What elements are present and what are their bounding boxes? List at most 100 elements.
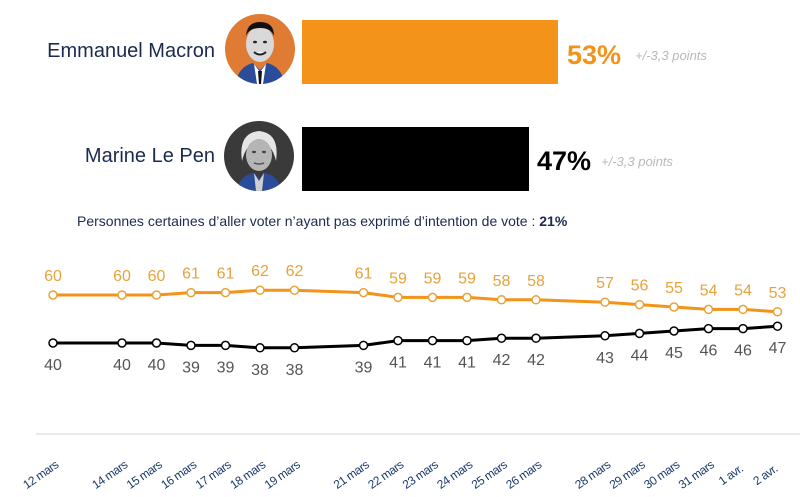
x-tick-label: 1 avr. xyxy=(716,461,746,488)
data-label: 62 xyxy=(251,263,269,280)
x-tick-label: 12 mars xyxy=(20,457,61,492)
x-tick-label: 14 mars xyxy=(89,457,130,492)
data-point xyxy=(531,333,541,343)
data-point xyxy=(496,295,507,305)
data-point xyxy=(600,331,610,341)
data-point xyxy=(496,333,507,343)
data-label: 61 xyxy=(355,266,373,283)
x-tick-label: 29 mars xyxy=(607,457,648,492)
data-label: 39 xyxy=(182,359,200,376)
x-tick-label: 23 mars xyxy=(400,457,441,492)
data-point xyxy=(772,321,783,331)
data-label: 58 xyxy=(493,273,511,290)
data-label: 43 xyxy=(596,350,614,367)
data-point xyxy=(151,338,162,348)
data-point xyxy=(117,290,127,300)
data-label: 38 xyxy=(251,362,269,379)
data-label: 55 xyxy=(665,280,683,297)
data-point xyxy=(427,292,438,303)
le-pen-margin-of-error: +/-3,3 points xyxy=(601,154,673,169)
data-point xyxy=(427,335,438,346)
data-label: 60 xyxy=(44,268,62,285)
data-point xyxy=(48,338,58,348)
data-label: 46 xyxy=(734,343,752,360)
x-tick-label: 17 mars xyxy=(193,457,234,492)
x-tick-label: 24 mars xyxy=(434,457,475,492)
data-label: 61 xyxy=(217,266,235,283)
data-label: 41 xyxy=(389,355,407,372)
data-point xyxy=(255,343,265,353)
data-label: 59 xyxy=(389,270,407,287)
data-point xyxy=(531,295,541,305)
data-label: 61 xyxy=(182,266,200,283)
data-point xyxy=(600,297,610,307)
data-point xyxy=(393,292,403,303)
data-point xyxy=(669,326,679,336)
data-point xyxy=(255,285,265,295)
data-label: 59 xyxy=(424,270,442,287)
data-point xyxy=(634,328,645,339)
data-point xyxy=(703,323,714,334)
data-point xyxy=(738,323,748,334)
data-label: 56 xyxy=(631,278,649,295)
x-tick-label: 18 mars xyxy=(227,457,268,492)
data-label: 40 xyxy=(148,357,166,374)
x-tick-label: 26 mars xyxy=(503,457,544,492)
data-label: 60 xyxy=(148,268,166,285)
undecided-voters-note: Personnes certaines d’aller voter n’ayan… xyxy=(77,213,567,229)
data-label: 42 xyxy=(493,352,511,369)
x-tick-label: 28 mars xyxy=(572,457,613,492)
data-point xyxy=(393,335,403,346)
data-point xyxy=(48,290,58,300)
data-point xyxy=(669,302,679,312)
data-label: 41 xyxy=(458,355,476,372)
data-point xyxy=(186,340,196,351)
data-point xyxy=(358,287,369,298)
data-point xyxy=(220,340,231,351)
data-label: 42 xyxy=(527,352,545,369)
le-pen-result-bar xyxy=(302,127,529,191)
macron-percent: 53% xyxy=(567,40,622,70)
data-label: 38 xyxy=(286,362,304,379)
data-point xyxy=(358,340,369,351)
data-label: 54 xyxy=(734,282,752,299)
data-label: 41 xyxy=(424,355,442,372)
data-label: 54 xyxy=(700,282,718,299)
note-value: 21% xyxy=(539,213,568,229)
x-tick-label: 21 mars xyxy=(331,457,372,492)
x-tick-label: 19 mars xyxy=(262,457,303,492)
data-label: 40 xyxy=(113,357,131,374)
candidate-name: Marine Le Pen xyxy=(84,145,215,167)
data-point xyxy=(220,287,231,298)
x-tick-label: 15 mars xyxy=(124,457,165,492)
macron-result-bar xyxy=(302,20,558,84)
data-label: 62 xyxy=(286,263,304,280)
data-point xyxy=(462,292,472,303)
data-point xyxy=(738,304,748,315)
series-layer: 60 60 60 61 61 62 62 61 59 59 59 58 58 57 56 55 54 54 53 40… xyxy=(44,263,786,379)
data-label: 39 xyxy=(355,359,373,376)
data-label: 45 xyxy=(665,345,683,362)
macron-margin-of-error: +/-3,3 points xyxy=(635,48,707,63)
data-point xyxy=(634,299,645,310)
data-point xyxy=(289,285,300,295)
data-point xyxy=(151,290,162,300)
data-point xyxy=(703,304,714,315)
data-point xyxy=(186,287,196,298)
x-tick-label: 2 avr. xyxy=(750,461,780,488)
data-label: 39 xyxy=(217,359,235,376)
portrait-macron-icon xyxy=(225,14,295,84)
data-label: 46 xyxy=(700,343,718,360)
note-text: Personnes certaines d’aller voter n’ayan… xyxy=(77,213,540,229)
data-label: 57 xyxy=(596,275,614,292)
portrait-le-pen-icon xyxy=(224,121,294,191)
data-label: 44 xyxy=(631,347,649,364)
data-label: 47 xyxy=(769,340,787,357)
data-label: 60 xyxy=(113,268,131,285)
candidate-name: Emmanuel Macron xyxy=(47,40,215,62)
data-point xyxy=(289,343,300,353)
x-tick-label: 31 mars xyxy=(676,457,717,492)
x-tick-label: 16 mars xyxy=(158,457,199,492)
